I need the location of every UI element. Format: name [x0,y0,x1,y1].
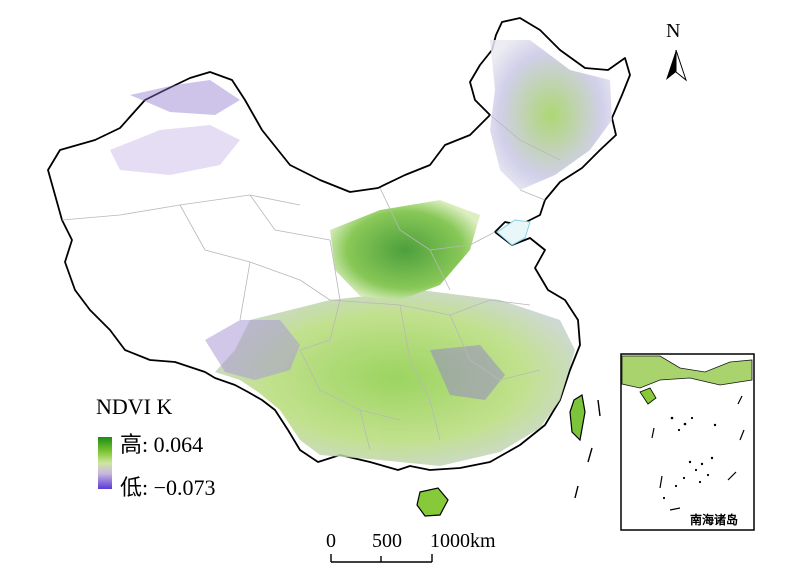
patch-central-purple [430,345,505,400]
province-boundaries [61,114,561,451]
scale-label-500: 500 [372,530,402,552]
bohai-sea [496,219,531,246]
legend-low-label: 低: −0.073 [120,475,216,500]
north-label: N [666,20,681,42]
legend-color-bar [98,437,112,489]
legend-title: NDVI K [96,394,173,419]
patch-xinjiang-west [130,80,240,115]
patch-south-china [215,290,575,466]
ndvi-patches [110,40,612,466]
scale-label-1000: 1000km [430,530,496,552]
scale-label-0: 0 [326,530,336,552]
taiwan [569,394,586,442]
patch-xinjiang-north [110,125,240,175]
patch-northeast [490,40,612,190]
patch-southwest-purple [205,320,300,380]
north-arrow-icon [666,49,688,82]
scale-bar [330,554,433,563]
inset-label: 南海诸岛 [690,513,739,527]
nine-dash-line-main [574,399,601,499]
legend-high-label: 高: 0.064 [120,432,204,457]
hainan [416,487,449,517]
inset-map [620,353,755,531]
